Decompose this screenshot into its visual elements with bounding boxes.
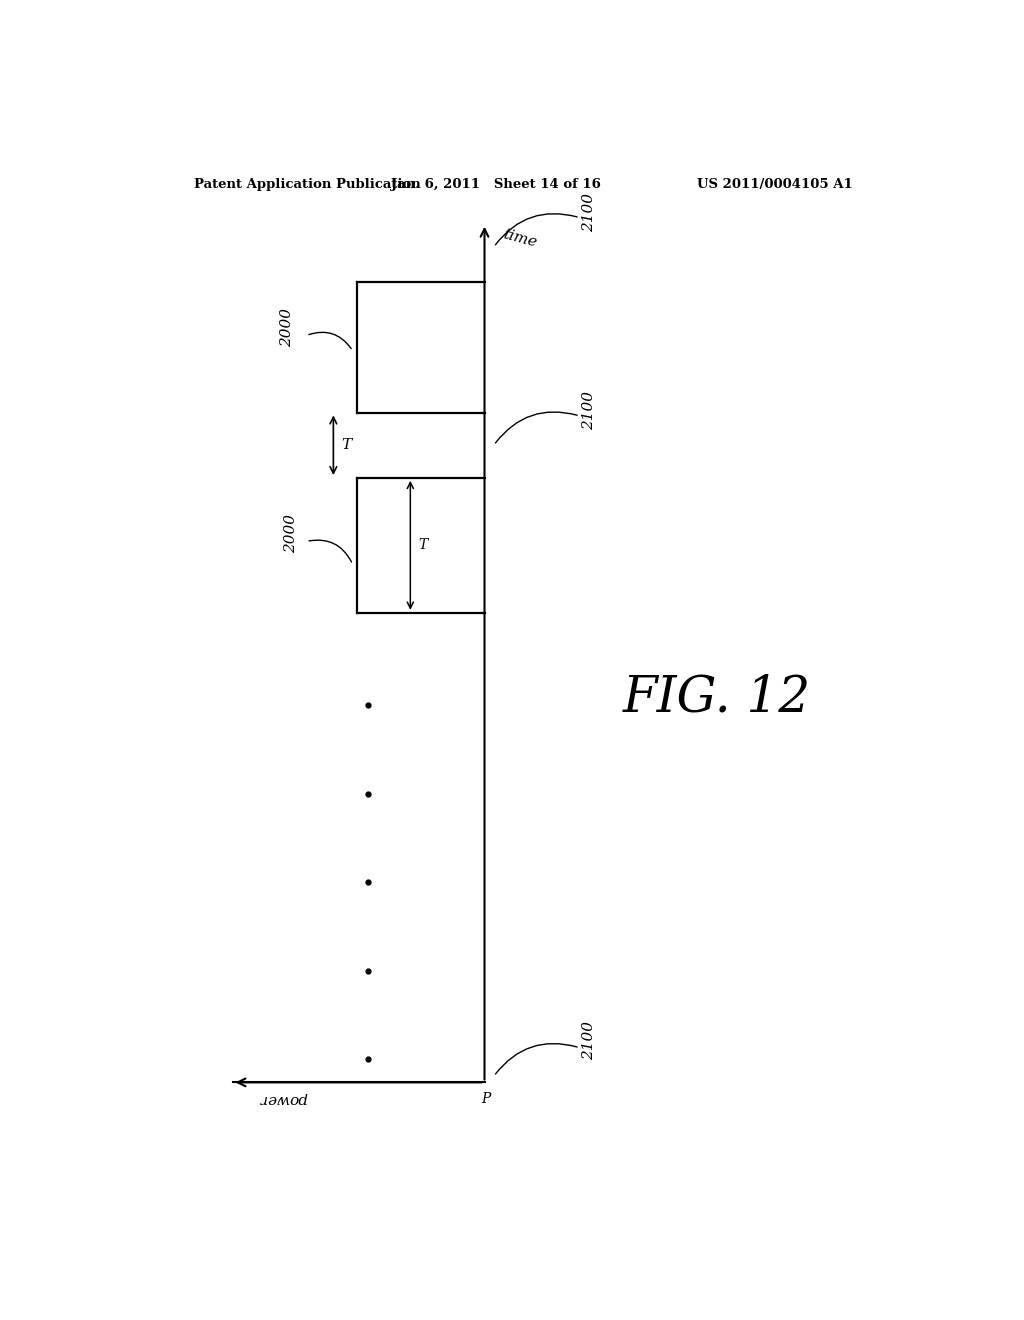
Text: 2100: 2100 <box>582 1020 596 1060</box>
Text: 2000: 2000 <box>284 515 298 553</box>
Text: P: P <box>481 1092 490 1106</box>
Text: T: T <box>418 539 427 552</box>
Text: Jan. 6, 2011   Sheet 14 of 16: Jan. 6, 2011 Sheet 14 of 16 <box>391 178 601 190</box>
Text: US 2011/0004105 A1: US 2011/0004105 A1 <box>697 178 853 190</box>
Text: time: time <box>502 228 539 251</box>
Text: 2000: 2000 <box>280 309 294 347</box>
Text: FIG. 12: FIG. 12 <box>623 673 811 722</box>
Text: Patent Application Publication: Patent Application Publication <box>194 178 421 190</box>
Text: 2100: 2100 <box>582 391 596 430</box>
Text: T: T <box>341 438 351 453</box>
Text: power: power <box>259 1092 307 1106</box>
Text: 2100: 2100 <box>582 193 596 232</box>
